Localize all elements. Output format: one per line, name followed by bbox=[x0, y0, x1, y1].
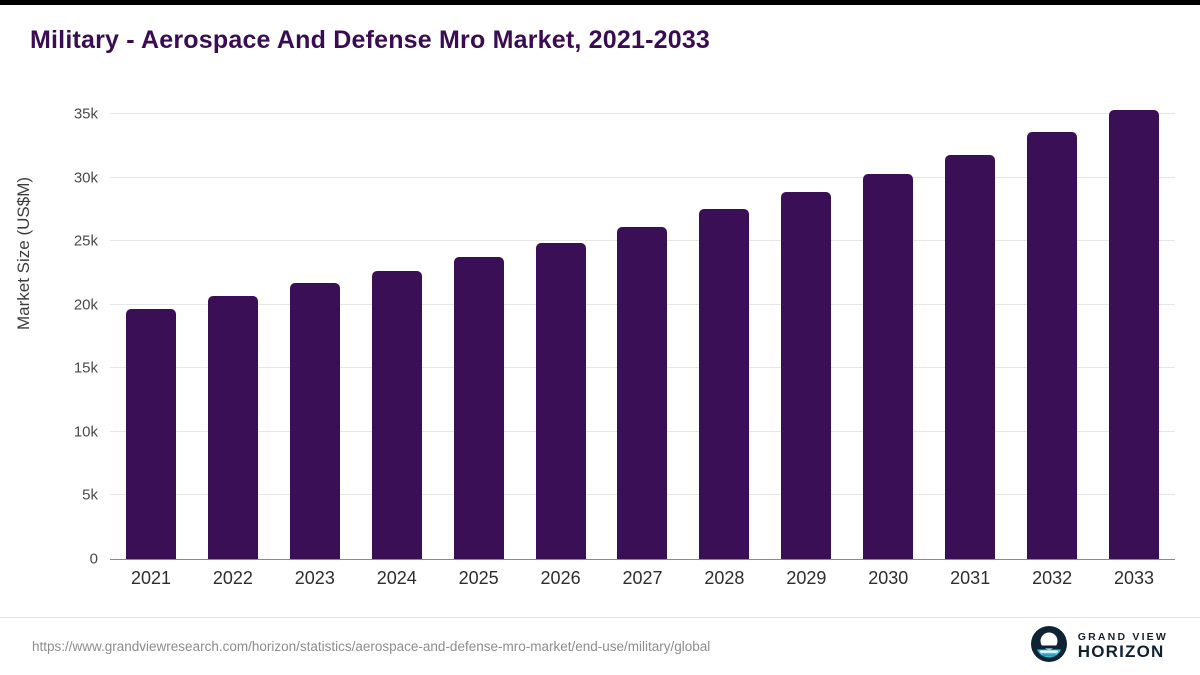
bar-cell bbox=[356, 100, 438, 559]
bar-cell bbox=[438, 100, 520, 559]
bar-2023 bbox=[289, 283, 340, 559]
x-axis-labels: 2021 2022 2023 2024 2025 2026 2027 2028 2029 2030… bbox=[110, 568, 1175, 589]
footer: https://www.grandviewresearch.com/horizo… bbox=[0, 617, 1200, 675]
y-tick-label: 35k bbox=[73, 105, 98, 123]
brand-line-horizon: HORIZON bbox=[1077, 642, 1165, 662]
brand-line-grand-view: GRAND VIEW bbox=[1077, 631, 1168, 644]
bar-2028 bbox=[699, 209, 750, 559]
bars-container bbox=[110, 100, 1175, 559]
bar-cell bbox=[683, 100, 765, 559]
bar-2026 bbox=[535, 243, 586, 559]
bar-cell bbox=[929, 100, 1011, 559]
x-tick-label-2023: 2023 bbox=[294, 568, 335, 588]
source-url: https://www.grandviewresearch.com/horizo… bbox=[32, 639, 711, 654]
bar-cell bbox=[1011, 100, 1093, 559]
x-tick-label-2032: 2032 bbox=[1032, 568, 1073, 588]
bar-2032 bbox=[1027, 132, 1078, 559]
y-tick-label: 20k bbox=[73, 296, 98, 314]
bar-cell bbox=[847, 100, 929, 559]
x-tick-label-2021: 2021 bbox=[130, 568, 171, 588]
bar-2027 bbox=[617, 227, 668, 559]
x-tick-label-2022: 2022 bbox=[212, 568, 253, 588]
y-axis-title: Market Size (US$M) bbox=[14, 176, 33, 330]
chart-title: Military - Aerospace And Defense Mro Mar… bbox=[30, 26, 711, 54]
x-tick-label-2029: 2029 bbox=[786, 568, 827, 588]
gridline bbox=[110, 113, 1175, 114]
x-tick-label-2027: 2027 bbox=[622, 568, 663, 588]
y-tick-label: 5k bbox=[82, 486, 98, 504]
brand-text: GRAND VIEW HORIZON bbox=[1078, 632, 1168, 661]
bar-2029 bbox=[781, 191, 832, 559]
x-tick-label-2033: 2033 bbox=[1114, 568, 1155, 588]
bar-2031 bbox=[945, 154, 996, 559]
x-tick-label-2026: 2026 bbox=[540, 568, 581, 588]
bar-cell bbox=[274, 100, 356, 559]
bar-2024 bbox=[371, 271, 422, 559]
x-tick-label-2030: 2030 bbox=[868, 568, 909, 588]
bar-2022 bbox=[207, 295, 258, 559]
bar-cell bbox=[192, 100, 274, 559]
bar-cell bbox=[602, 100, 684, 559]
y-tick-label: 25k bbox=[73, 232, 98, 250]
x-tick-label-2028: 2028 bbox=[704, 568, 745, 588]
horizon-logo-icon bbox=[1030, 625, 1068, 668]
bar-2021 bbox=[125, 308, 176, 559]
bar-2030 bbox=[863, 173, 914, 559]
y-tick-label: 30k bbox=[73, 169, 98, 187]
brand-logo: GRAND VIEW HORIZON bbox=[1030, 625, 1168, 668]
bar-2033 bbox=[1109, 109, 1160, 559]
bar-2025 bbox=[453, 257, 504, 559]
x-tick-label-2031: 2031 bbox=[950, 568, 991, 588]
bar-cell bbox=[110, 100, 192, 559]
x-tick-label-2025: 2025 bbox=[458, 568, 499, 588]
y-tick-label: 15k bbox=[73, 359, 98, 377]
y-tick-label: 0 bbox=[89, 550, 98, 568]
gridline bbox=[110, 176, 1175, 178]
top-border-strip bbox=[0, 0, 1200, 5]
y-tick-label: 10k bbox=[73, 423, 98, 441]
x-tick-label-2024: 2024 bbox=[376, 568, 417, 588]
bar-cell bbox=[520, 100, 602, 559]
bar-cell bbox=[1093, 100, 1175, 559]
bar-cell bbox=[765, 100, 847, 559]
bar-chart-plot-area: 0 5k 10k 15k 20k 25k 30k 35k bbox=[74, 100, 1175, 568]
